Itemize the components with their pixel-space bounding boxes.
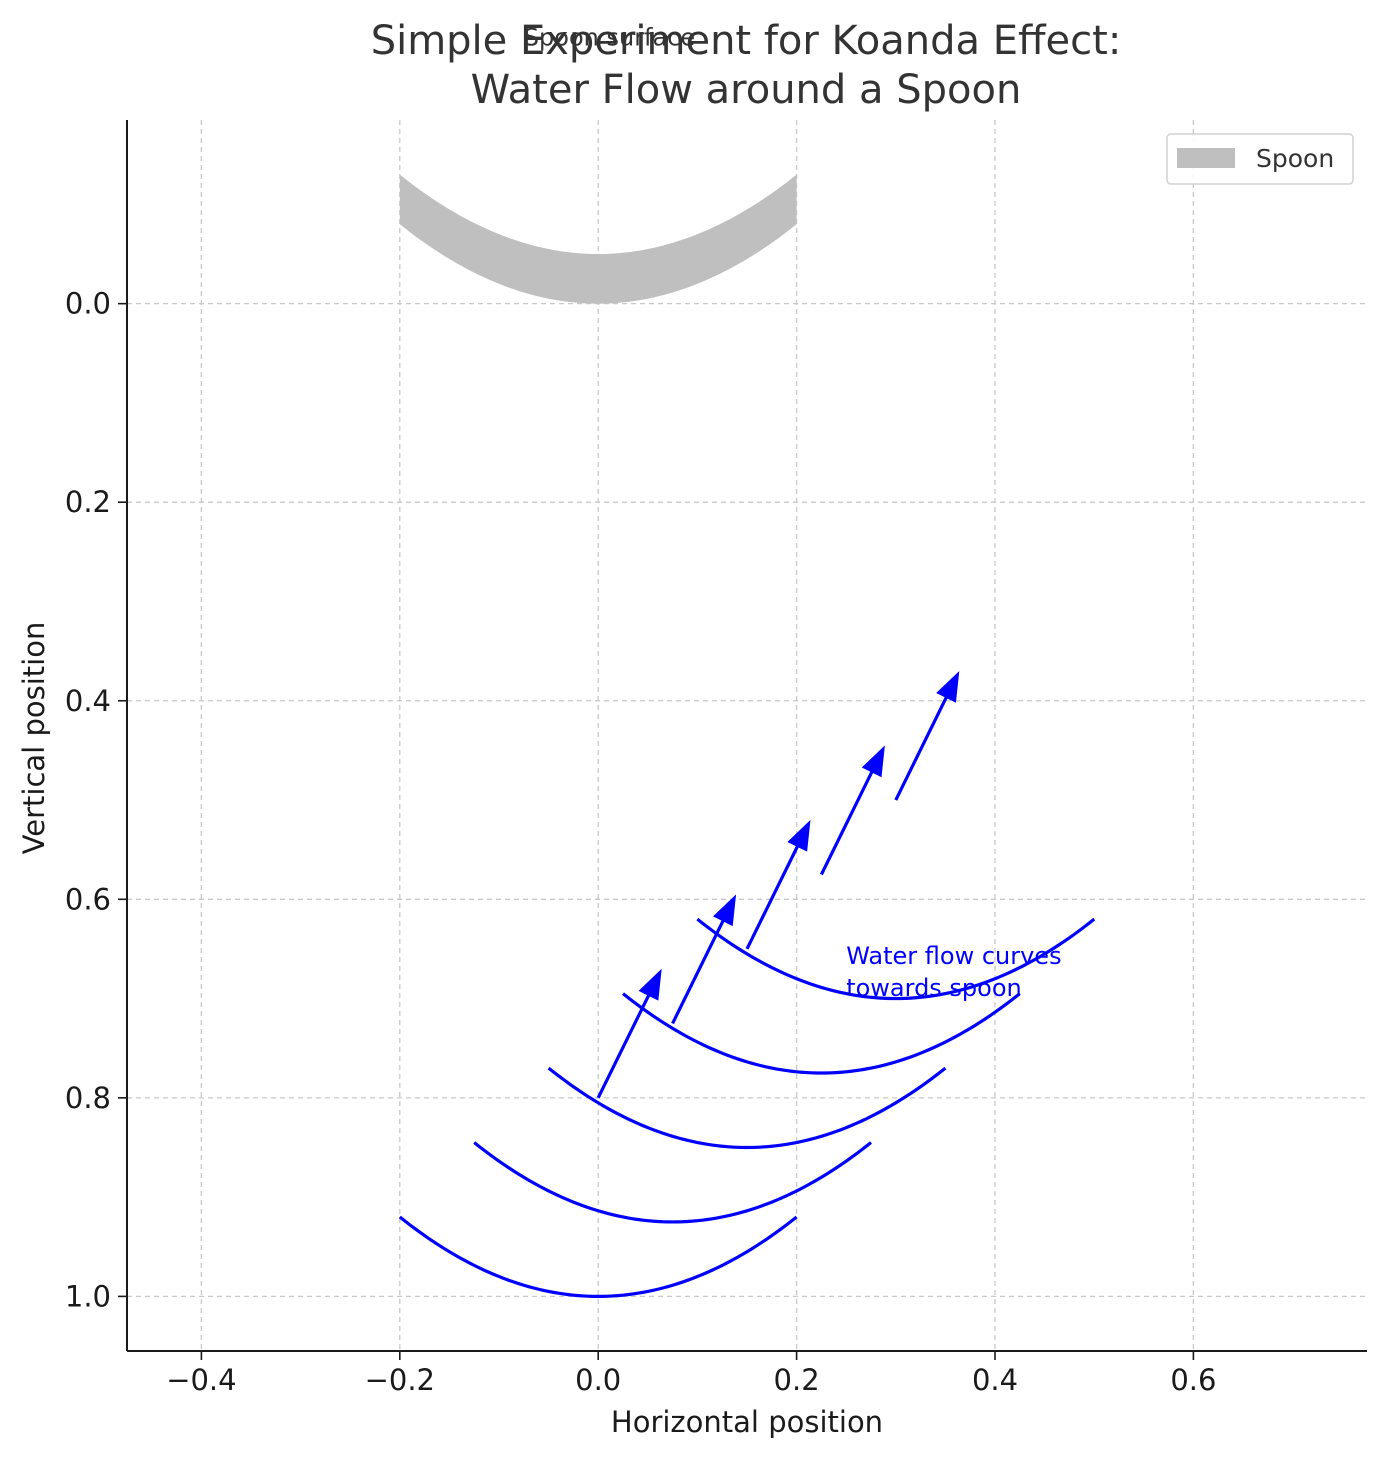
grid — [127, 120, 1367, 1351]
flow-arrow-shaft-1 — [596, 993, 651, 1099]
chart-title-line-1: Simple Experiment for Koanda Effect: — [371, 18, 1122, 64]
flow-arrow-3 — [745, 819, 811, 950]
annotations: Water flow curves towards spoon Spoon surf… — [524, 24, 1062, 1002]
annotation-2: Spoon surface — [524, 24, 695, 52]
flow-arrow-head-1 — [638, 968, 662, 1001]
legend-box — [1166, 133, 1354, 185]
flow-line-3 — [547, 1066, 947, 1150]
flow-arrow-head-5 — [936, 670, 960, 703]
flow-arrow-shaft-5 — [894, 695, 949, 801]
y-axis-label: Vertical position — [17, 622, 51, 855]
spoon-layer — [399, 174, 797, 304]
flow-arrow-4 — [819, 745, 885, 876]
x-tick-label-2: 0.0 — [575, 1363, 621, 1397]
y-tick-label-3: 0.6 — [65, 882, 111, 916]
flow-lines — [398, 917, 1096, 1299]
flow-arrow-head-4 — [861, 745, 885, 778]
y-tick-label-4: 0.8 — [65, 1081, 111, 1115]
flow-line-5 — [696, 917, 1096, 1001]
legend: Spoon — [1166, 133, 1354, 185]
flow-arrow-shaft-2 — [671, 918, 726, 1025]
flow-arrow-1 — [596, 968, 662, 1099]
spoon-shape — [399, 174, 797, 304]
flow-line-1 — [398, 1215, 798, 1299]
x-ticks: −0.4 −0.2 0.0 0.2 0.4 0.6 — [166, 1351, 1216, 1397]
annotation-2-line-1: Spoon surface — [524, 24, 695, 52]
x-tick-label-4: 0.4 — [972, 1363, 1018, 1397]
flow-arrow-2 — [671, 894, 737, 1025]
x-tick-label-5: 0.6 — [1170, 1363, 1216, 1397]
axes — [126, 120, 1367, 1352]
flow-arrow-5 — [894, 670, 960, 801]
annotation-1: Water flow curves towards spoon — [846, 942, 1061, 1002]
chart-title-line-2: Water Flow around a Spoon — [471, 67, 1022, 113]
x-tick-label-3: 0.2 — [774, 1363, 820, 1397]
annotation-1-line-2: towards spoon — [846, 974, 1022, 1002]
y-ticks: 0.0 0.2 0.4 0.6 0.8 1.0 — [65, 287, 127, 1313]
annotation-1-line-1: Water flow curves — [846, 942, 1061, 970]
flow-arrow-shaft-3 — [745, 844, 800, 950]
flow-arrow-shaft-4 — [819, 769, 874, 876]
legend-label-spoon: Spoon — [1256, 144, 1334, 173]
flow-line-4 — [622, 992, 1021, 1075]
x-axis-label: Horizontal position — [611, 1405, 883, 1439]
legend-swatch-spoon — [1177, 148, 1235, 168]
y-tick-label-0: 0.0 — [65, 287, 111, 321]
chart-title: Simple Experiment for Koanda Effect: Wat… — [371, 18, 1122, 113]
y-tick-label-2: 0.4 — [65, 684, 111, 718]
flow-line-2 — [473, 1141, 872, 1224]
x-tick-label-0: −0.4 — [166, 1363, 236, 1397]
y-tick-label-1: 0.2 — [65, 485, 111, 519]
flow-arrow-head-3 — [787, 819, 811, 852]
flow-arrow-head-2 — [712, 894, 737, 927]
flow-arrows — [596, 670, 960, 1099]
y-tick-label-5: 1.0 — [65, 1279, 111, 1313]
x-tick-label-1: −0.2 — [365, 1363, 435, 1397]
